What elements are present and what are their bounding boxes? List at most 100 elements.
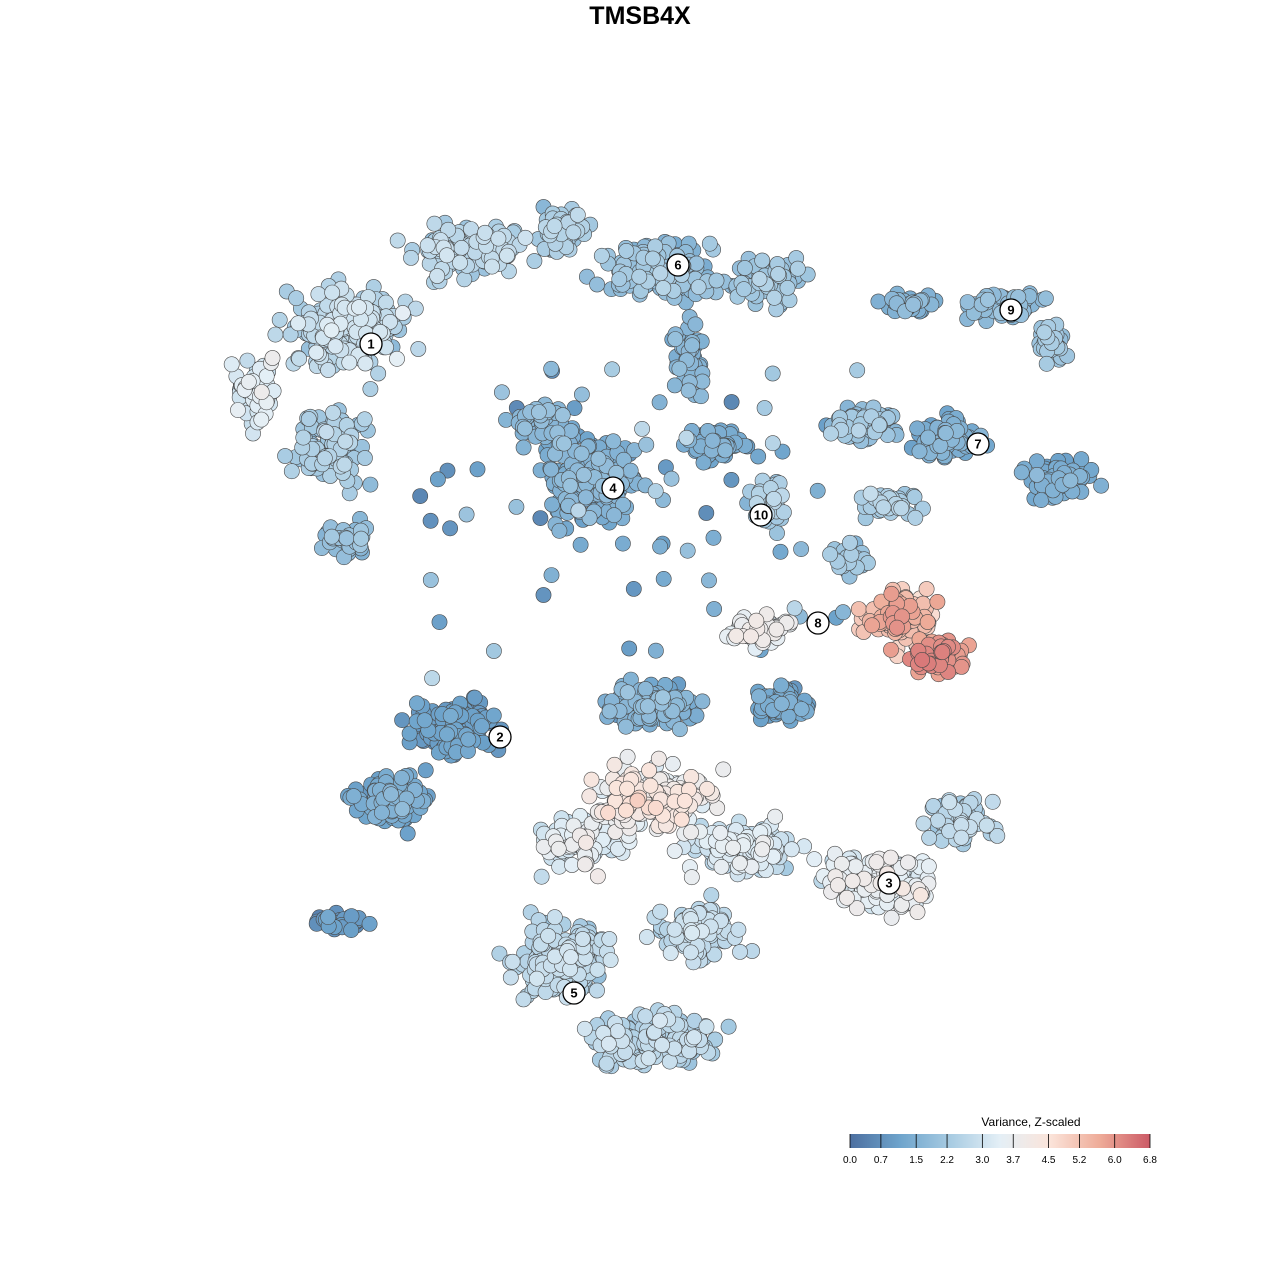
- cell-point: [351, 299, 367, 316]
- legend-tick-label: 3.0: [975, 1155, 989, 1166]
- cluster-label-text: 2: [496, 730, 503, 745]
- cell-point: [629, 792, 646, 809]
- cell-point: [720, 1018, 737, 1035]
- cell-point: [619, 748, 636, 765]
- cluster-label-4: 4: [601, 476, 625, 500]
- cell-point: [683, 944, 699, 961]
- cell-point: [655, 280, 672, 296]
- cell-point: [598, 1055, 615, 1072]
- cluster-label-1: 1: [359, 332, 383, 356]
- legend-tick-label: 4.5: [1042, 1155, 1056, 1166]
- cell-point: [394, 712, 410, 728]
- cell-point: [442, 520, 458, 537]
- cluster-label-marker: [749, 503, 773, 527]
- cell-point: [701, 572, 717, 589]
- cell-point: [531, 404, 547, 420]
- cell-point: [324, 284, 341, 301]
- cell-point: [706, 946, 723, 963]
- cell-point: [644, 250, 661, 267]
- cell-point: [473, 718, 490, 734]
- cell-point: [868, 854, 885, 870]
- legend-tick-label: 1.5: [909, 1155, 923, 1166]
- cell-point: [754, 252, 771, 269]
- cell-point: [920, 429, 936, 446]
- cell-point: [389, 350, 405, 367]
- cell-point: [556, 435, 572, 452]
- cell-point: [694, 693, 711, 710]
- cell-point: [862, 485, 879, 502]
- cell-point: [750, 448, 767, 465]
- cluster-label-marker: [877, 871, 901, 895]
- cell-point: [637, 1008, 654, 1025]
- cluster-label-7: 7: [966, 432, 990, 456]
- cell-point: [609, 1023, 626, 1039]
- cell-point: [666, 843, 683, 859]
- cell-point: [833, 856, 850, 872]
- cell-point: [666, 921, 683, 938]
- cell-point: [662, 945, 679, 961]
- cell-point: [345, 788, 362, 805]
- cell-point: [341, 354, 358, 371]
- cell-point: [484, 258, 500, 275]
- cell-point: [842, 534, 858, 551]
- cell-point: [460, 731, 477, 748]
- cell-point: [223, 356, 240, 373]
- cluster-label-3: 3: [877, 871, 901, 895]
- cell-point: [606, 756, 623, 773]
- cell-point: [929, 594, 946, 610]
- cell-point: [772, 543, 789, 560]
- cell-point: [417, 762, 434, 779]
- cell-point: [589, 961, 606, 978]
- cell-point: [562, 949, 579, 965]
- cell-point: [546, 909, 563, 926]
- cell-point: [320, 362, 336, 378]
- cell-point: [323, 322, 340, 339]
- cell-point: [544, 496, 560, 513]
- cell-point: [725, 839, 741, 856]
- cluster-label-marker: [999, 298, 1023, 322]
- cell-point: [980, 291, 996, 308]
- cell-point: [934, 644, 951, 660]
- cell-point: [394, 305, 411, 321]
- cell-point: [621, 640, 638, 657]
- cell-point: [394, 801, 411, 817]
- cell-point: [431, 614, 448, 630]
- cell-point: [543, 360, 560, 377]
- cell-point: [508, 498, 525, 515]
- cell-point: [589, 276, 605, 293]
- chart-title: TMSB4X: [589, 2, 691, 30]
- cell-point: [442, 708, 459, 724]
- cluster-label-5: 5: [562, 981, 586, 1005]
- cell-point: [664, 756, 681, 772]
- cell-point: [526, 253, 543, 269]
- cell-point: [751, 271, 768, 287]
- cell-point: [264, 350, 281, 366]
- cluster-label-10: 10: [749, 503, 773, 527]
- cell-point: [422, 572, 439, 588]
- cell-point: [452, 254, 468, 271]
- cluster-label-marker: [966, 432, 990, 456]
- cell-point: [578, 834, 594, 851]
- cell-point: [377, 294, 394, 311]
- cell-point: [362, 381, 379, 397]
- legend-title: Variance, Z-scaled: [981, 1115, 1080, 1129]
- cell-point: [671, 360, 688, 377]
- cell-point: [343, 922, 360, 938]
- cell-point: [529, 970, 545, 987]
- cluster-label-marker: [488, 725, 512, 749]
- cell-point: [253, 384, 270, 400]
- cell-point: [698, 1018, 715, 1035]
- cell-point: [419, 237, 436, 254]
- cell-point: [776, 504, 792, 521]
- cluster-label-text: 6: [674, 258, 681, 273]
- cell-point: [736, 281, 752, 298]
- cell-point: [634, 420, 650, 437]
- cell-point: [849, 900, 865, 917]
- cell-point: [690, 279, 707, 295]
- cell-point: [1062, 472, 1079, 489]
- cell-point: [240, 373, 257, 390]
- cell-point: [756, 400, 773, 416]
- cell-point: [652, 265, 669, 282]
- cell-point: [704, 432, 721, 449]
- cell-point: [615, 535, 631, 552]
